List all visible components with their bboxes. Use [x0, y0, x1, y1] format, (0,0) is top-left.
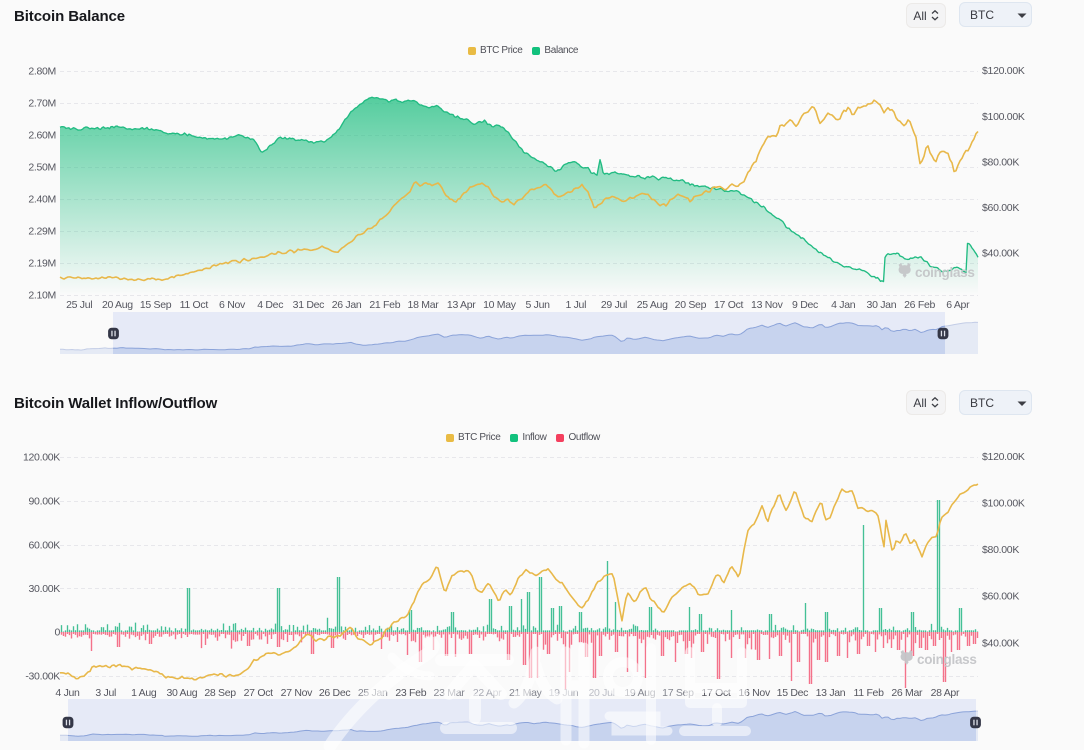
svg-text:$100.00K: $100.00K	[982, 111, 1025, 123]
svg-text:15 Dec: 15 Dec	[777, 687, 809, 699]
svg-text:coinglass: coinglass	[915, 265, 975, 280]
svg-text:10 May: 10 May	[483, 299, 517, 311]
svg-text:28 Sep: 28 Sep	[204, 687, 236, 699]
svg-text:5 Jun: 5 Jun	[526, 299, 551, 311]
svg-text:30 Jan: 30 Jan	[867, 299, 897, 311]
svg-text:2.80M: 2.80M	[28, 66, 56, 78]
svg-text:15 Sep: 15 Sep	[140, 299, 172, 311]
svg-text:20 Sep: 20 Sep	[675, 299, 707, 311]
svg-text:2.29M: 2.29M	[28, 226, 56, 238]
svg-text:3 Jul: 3 Jul	[95, 687, 116, 699]
svg-text:$80.00K: $80.00K	[982, 156, 1019, 168]
svg-text:2.10M: 2.10M	[28, 290, 56, 302]
svg-text:2.60M: 2.60M	[28, 130, 56, 142]
svg-text:$120.00K: $120.00K	[982, 65, 1025, 77]
svg-text:$40.00K: $40.00K	[982, 638, 1019, 650]
svg-text:coinglass: coinglass	[917, 652, 977, 667]
svg-text:26 Mar: 26 Mar	[891, 687, 923, 699]
svg-text:6 Nov: 6 Nov	[219, 299, 246, 311]
svg-text:$60.00K: $60.00K	[982, 591, 1019, 603]
svg-text:26 Feb: 26 Feb	[904, 299, 935, 311]
svg-text:26 Dec: 26 Dec	[319, 687, 351, 699]
svg-text:29 Jul: 29 Jul	[601, 299, 627, 311]
svg-text:30.00K: 30.00K	[29, 583, 61, 595]
svg-text:$120.00K: $120.00K	[982, 451, 1025, 463]
svg-text:25 Aug: 25 Aug	[637, 299, 668, 311]
svg-text:2.19M: 2.19M	[28, 258, 56, 270]
svg-text:21 Feb: 21 Feb	[369, 299, 400, 311]
svg-text:4 Jan: 4 Jan	[831, 299, 856, 311]
svg-text:4 Dec: 4 Dec	[257, 299, 283, 311]
svg-text:$40.00K: $40.00K	[982, 248, 1019, 260]
svg-text:20 Aug: 20 Aug	[102, 299, 133, 311]
svg-text:13 Nov: 13 Nov	[751, 299, 784, 311]
svg-text:$60.00K: $60.00K	[982, 202, 1019, 214]
svg-text:26 Jan: 26 Jan	[332, 299, 362, 311]
svg-text:0: 0	[54, 627, 60, 639]
svg-text:17 Oct: 17 Oct	[714, 299, 744, 311]
svg-text:31 Dec: 31 Dec	[293, 299, 325, 311]
svg-text:$100.00K: $100.00K	[982, 498, 1025, 510]
svg-text:13 Jan: 13 Jan	[816, 687, 846, 699]
svg-text:18 Mar: 18 Mar	[408, 299, 440, 311]
svg-text:13 Apr: 13 Apr	[447, 299, 476, 311]
svg-text:30 Aug: 30 Aug	[166, 687, 197, 699]
svg-text:2.40M: 2.40M	[28, 194, 56, 206]
svg-text:11 Oct: 11 Oct	[180, 299, 209, 311]
svg-text:27 Nov: 27 Nov	[281, 687, 314, 699]
svg-text:11 Feb: 11 Feb	[854, 687, 885, 699]
svg-text:27 Oct: 27 Oct	[244, 687, 274, 699]
svg-text:25 Jul: 25 Jul	[66, 299, 92, 311]
svg-text:2.50M: 2.50M	[28, 162, 56, 174]
svg-text:-30.00K: -30.00K	[25, 671, 60, 683]
svg-text:90.00K: 90.00K	[29, 496, 61, 508]
svg-text:23 Feb: 23 Feb	[395, 687, 426, 699]
svg-text:2.70M: 2.70M	[28, 98, 56, 110]
svg-text:60.00K: 60.00K	[29, 540, 61, 552]
svg-text:9 Dec: 9 Dec	[792, 299, 818, 311]
svg-text:1 Jul: 1 Jul	[565, 299, 586, 311]
svg-text:120.00K: 120.00K	[23, 452, 60, 464]
svg-text:4 Jun: 4 Jun	[55, 687, 80, 699]
svg-text:28 Apr: 28 Apr	[931, 687, 960, 699]
svg-text:$80.00K: $80.00K	[982, 544, 1019, 556]
svg-text:1 Aug: 1 Aug	[131, 687, 157, 699]
svg-text:6 Apr: 6 Apr	[946, 299, 970, 311]
